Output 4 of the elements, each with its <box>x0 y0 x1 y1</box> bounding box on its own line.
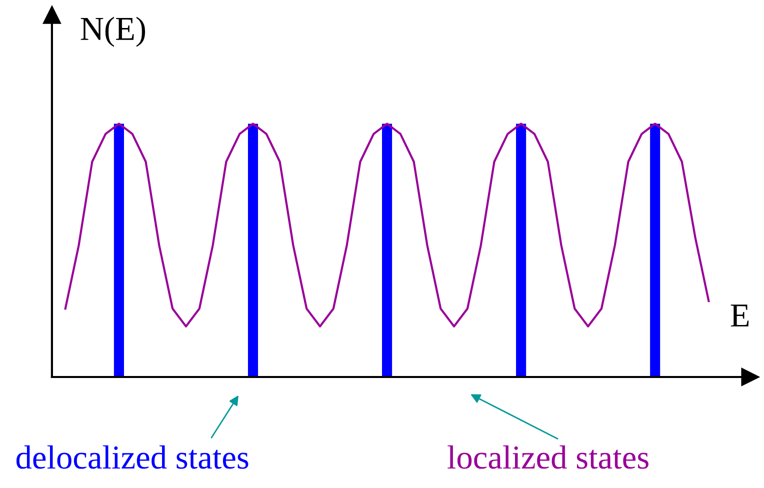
x-axis-title: E <box>730 304 749 326</box>
text: delocalized states <box>16 445 248 469</box>
text: localized states <box>448 445 648 469</box>
y-axis-title: N(E) <box>80 16 146 47</box>
